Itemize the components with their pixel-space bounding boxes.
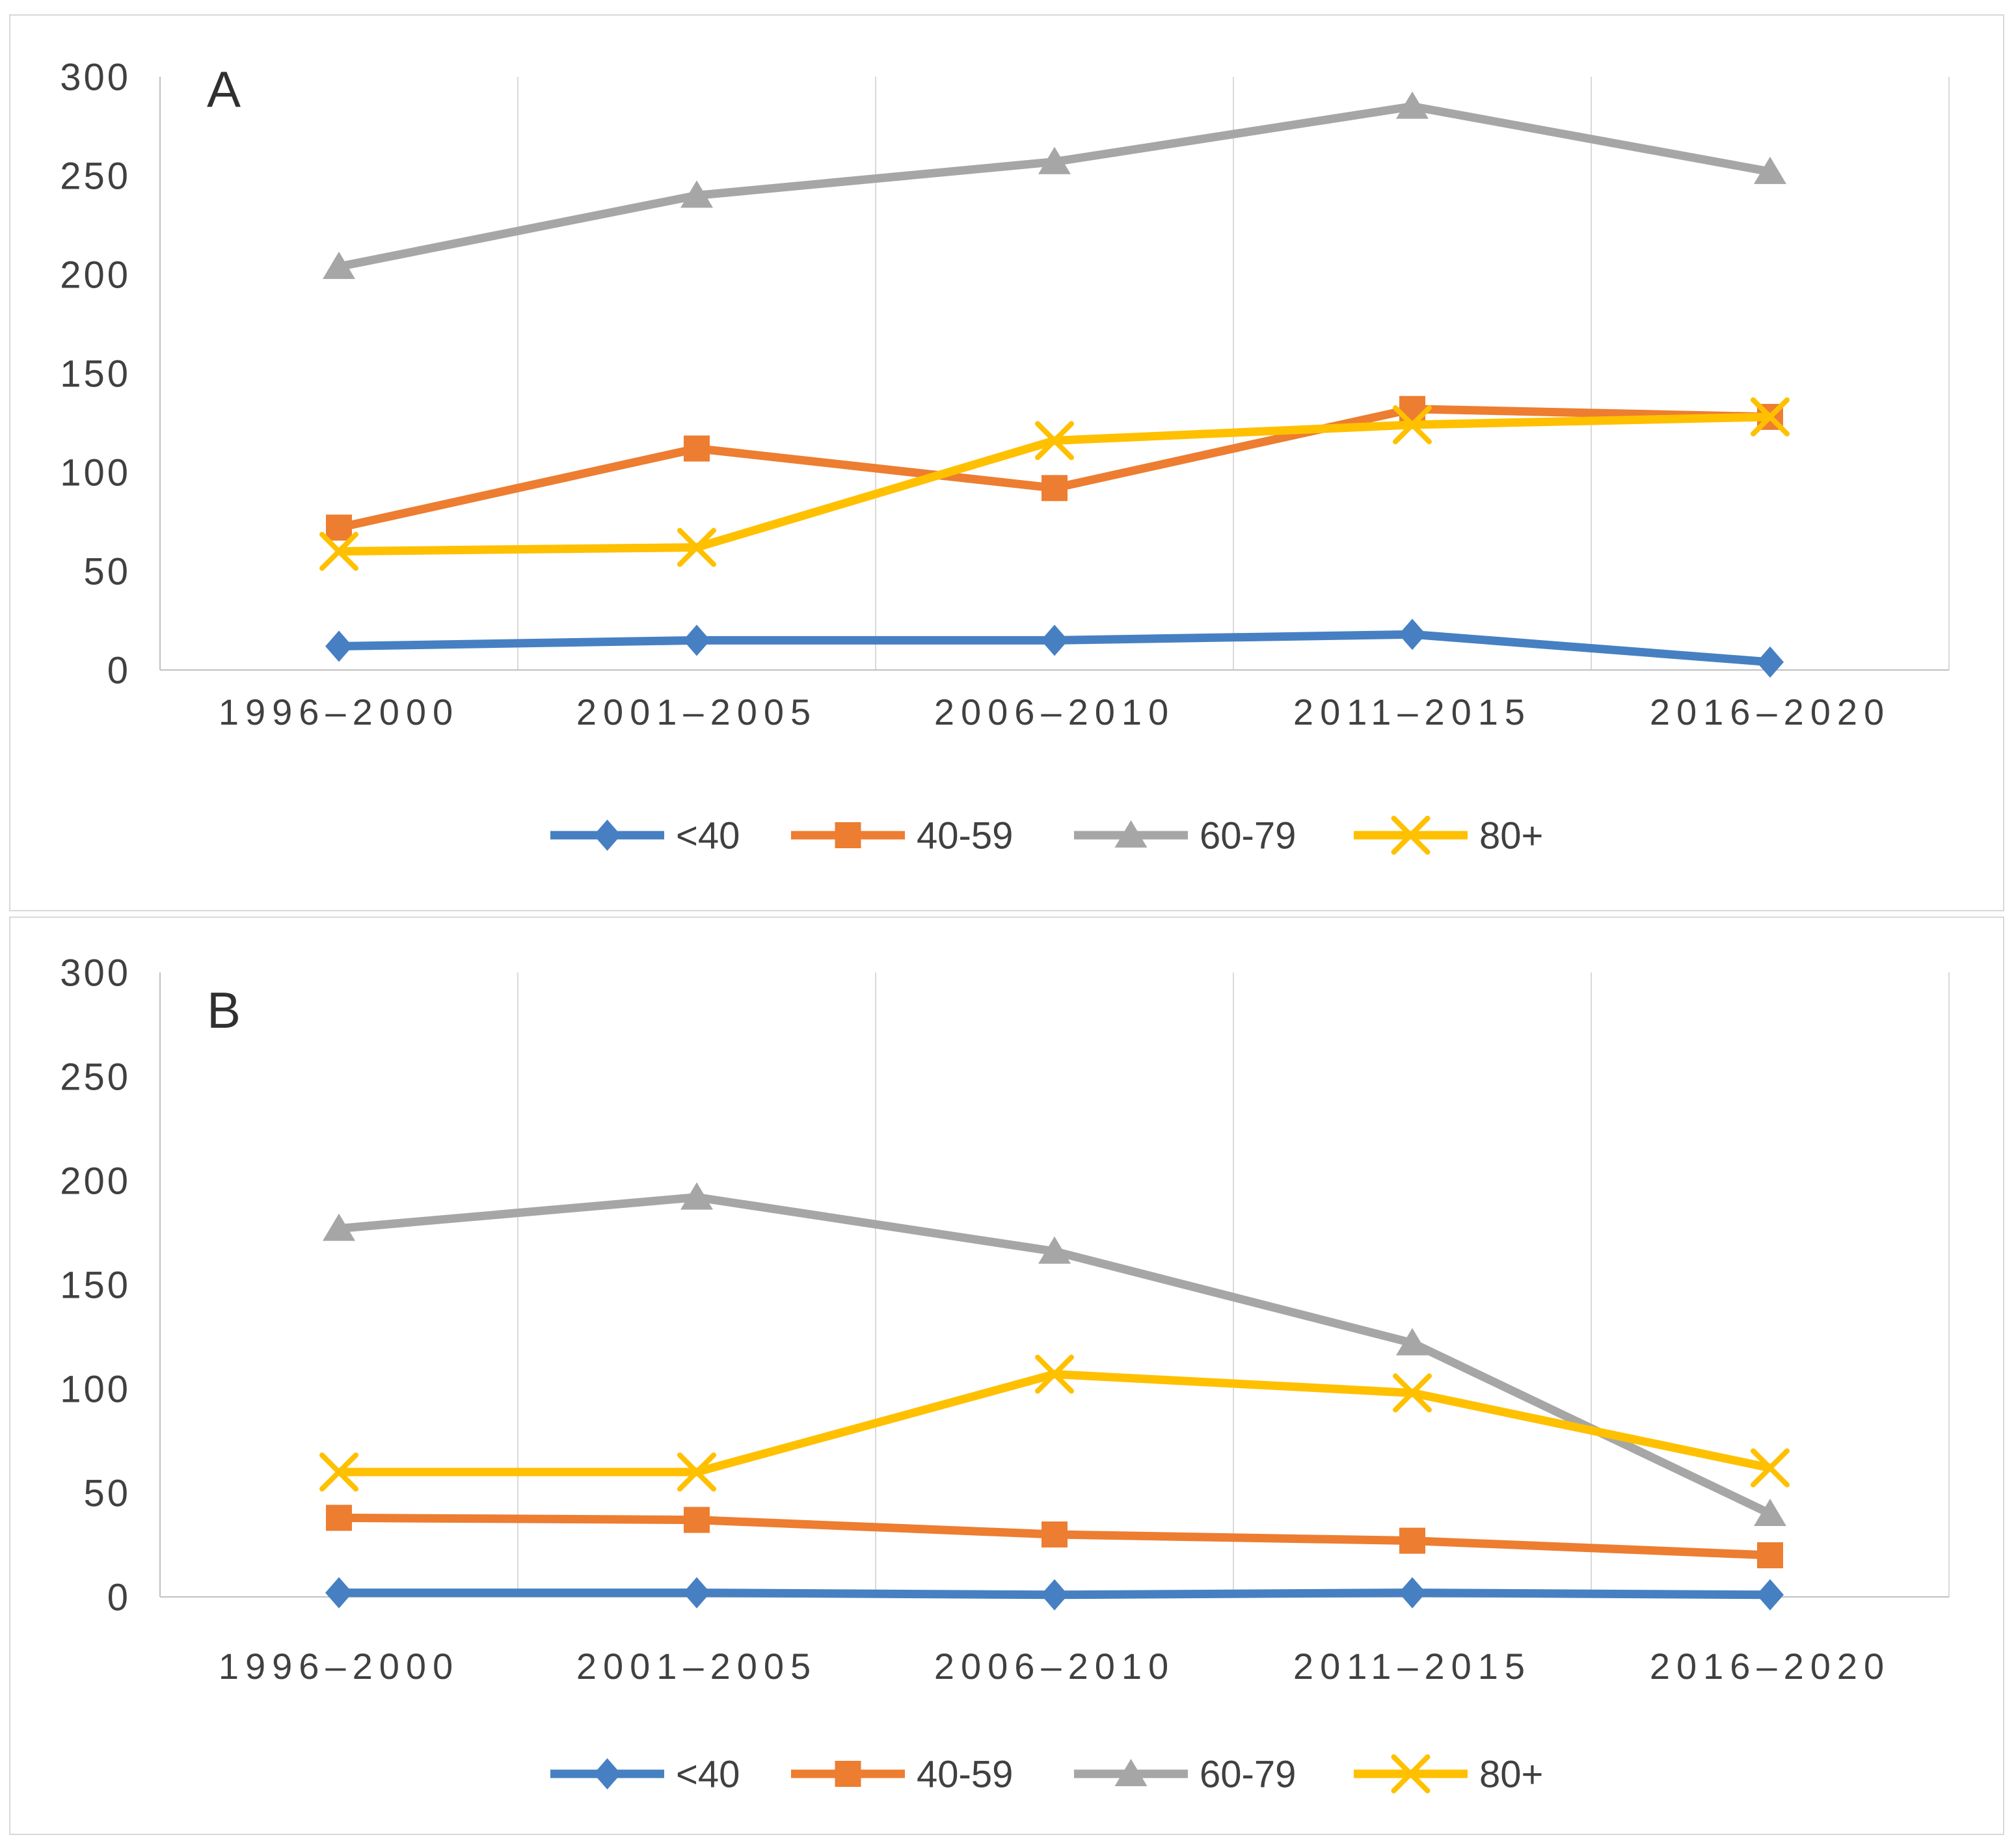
diamond-marker-<40-3 [1399,619,1426,650]
y-tick-label: 150 [60,1264,131,1306]
legend-item-80+: 80+ [1354,814,1543,857]
x-tick-label: 2006–2010 [934,1646,1175,1687]
triangle-marker-60-79-3 [1396,1328,1429,1356]
square-marker-40-59-0 [326,515,352,541]
y-tick-label: 300 [60,56,131,98]
square-marker-40-59-4 [1757,1542,1783,1568]
y-tick-label: 0 [107,649,131,691]
triangle-marker-60-79-3 [1396,91,1429,119]
legend-item-<40: <40 [550,1753,740,1795]
x-tick-label: 2011–2015 [1293,1646,1531,1687]
legend-item-80+: 80+ [1354,1753,1543,1795]
x-cross-marker-80+-2 [1035,1354,1074,1394]
legend-label: <40 [676,1753,740,1795]
x-tick-label: 2011–2015 [1293,691,1531,732]
y-tick-label: 150 [60,353,131,395]
diamond-marker-<40-0 [325,630,353,662]
y-tick-label: 250 [60,1056,131,1098]
legend-item-<40: <40 [550,814,740,857]
y-tick-label: 100 [60,1368,131,1410]
triangle-marker-60-79-0 [323,251,355,279]
y-tick-label: 50 [83,550,131,593]
chart-B-svg: 0 50 100 150 200 250 300 1996–2000 2001–2005 2006… [60,952,1950,1795]
x-tick-label: 2001–2005 [576,1646,817,1687]
x-cross-marker-80+-3 [1393,1373,1432,1413]
diamond-marker-<40-3 [1399,1577,1426,1609]
x-tick-label: 1996–2000 [219,691,459,732]
triangle-marker-60-79-4 [1754,156,1786,184]
x-cross-marker-80+-3 [1393,405,1432,445]
square-icon [835,1761,861,1787]
chart-label: B [207,982,241,1039]
legend-item-40-59: 40-59 [791,1753,1013,1795]
diamond-marker-<40-4 [1756,646,1784,678]
x-cross-icon [1391,1754,1431,1793]
series-line-80+ [339,1370,1771,1477]
x-cross-marker-80+-0 [319,1453,358,1492]
legend-item-40-59: 40-59 [791,814,1013,857]
square-marker-40-59-1 [684,1507,710,1533]
y-tick-label: 250 [60,155,131,197]
legend-item-60-79: 60-79 [1074,814,1296,857]
diamond-icon [593,820,621,851]
y-tick-label: 100 [60,451,131,494]
x-cross-marker-80+-1 [677,1453,716,1492]
diamond-marker-<40-1 [683,1577,710,1609]
x-tick-label: 2016–2020 [1650,1646,1890,1687]
legend-label: 80+ [1479,1753,1543,1795]
triangle-icon [1114,820,1148,848]
x-cross-icon [1391,816,1431,855]
chart-label: A [207,60,241,118]
legend-label: 60-79 [1200,814,1296,857]
square-marker-40-59-3 [1399,1527,1425,1554]
diamond-marker-<40-4 [1756,1579,1784,1611]
chart-A-svg: 0 50 100 150 200 250 300 1996–2000 2001–2005 2006… [60,56,1950,857]
x-cross-marker-80+-0 [319,531,358,571]
series-line-40-59 [338,405,1771,532]
chart-panel-A: 0 50 100 150 200 250 300 1996–2000 2001–2005 2006… [9,14,2004,911]
x-tick-label: 2016–2020 [1650,691,1890,732]
legend-label: 40-59 [917,814,1013,857]
triangle-marker-60-79-0 [323,1213,355,1241]
legend-label: 40-59 [917,1753,1013,1795]
y-tick-label: 200 [60,1160,131,1202]
triangle-marker-60-79-2 [1038,1236,1071,1264]
square-marker-40-59-2 [1042,475,1068,502]
chart-panel-B: 0 50 100 150 200 250 300 1996–2000 2001–2005 2006… [9,917,2004,1835]
y-tick-label: 50 [83,1472,131,1514]
x-tick-label: 1996–2000 [219,1646,459,1687]
x-cross-marker-80+-4 [1751,397,1790,436]
diamond-marker-<40-1 [683,624,710,656]
legend-label: 60-79 [1200,1753,1296,1795]
x-cross-marker-80+-1 [677,528,716,567]
legend-label: 80+ [1479,814,1543,857]
triangle-icon [1114,1759,1148,1786]
diamond-icon [593,1758,621,1789]
triangle-marker-60-79-2 [1038,146,1071,174]
triangle-marker-60-79-1 [680,180,713,208]
diamond-marker-<40-2 [1041,624,1068,656]
diamond-marker-<40-2 [1041,1579,1068,1611]
square-icon [835,822,861,848]
legend-label: <40 [676,814,740,857]
x-tick-label: 2001–2005 [576,691,817,732]
diamond-marker-<40-0 [325,1577,353,1609]
series-line-60-79 [338,102,1771,271]
square-marker-40-59-2 [1042,1521,1068,1547]
x-cross-marker-80+-2 [1035,421,1074,461]
x-tick-label: 2006–2010 [934,691,1175,732]
y-tick-label: 300 [60,952,131,994]
triangle-marker-60-79-1 [680,1182,713,1210]
square-marker-40-59-1 [684,435,710,462]
square-marker-40-59-0 [326,1505,352,1531]
y-tick-label: 200 [60,254,131,296]
x-cross-marker-80+-4 [1751,1448,1790,1488]
legend-item-60-79: 60-79 [1074,1753,1296,1795]
triangle-marker-60-79-4 [1754,1499,1786,1526]
y-tick-label: 0 [107,1576,131,1618]
